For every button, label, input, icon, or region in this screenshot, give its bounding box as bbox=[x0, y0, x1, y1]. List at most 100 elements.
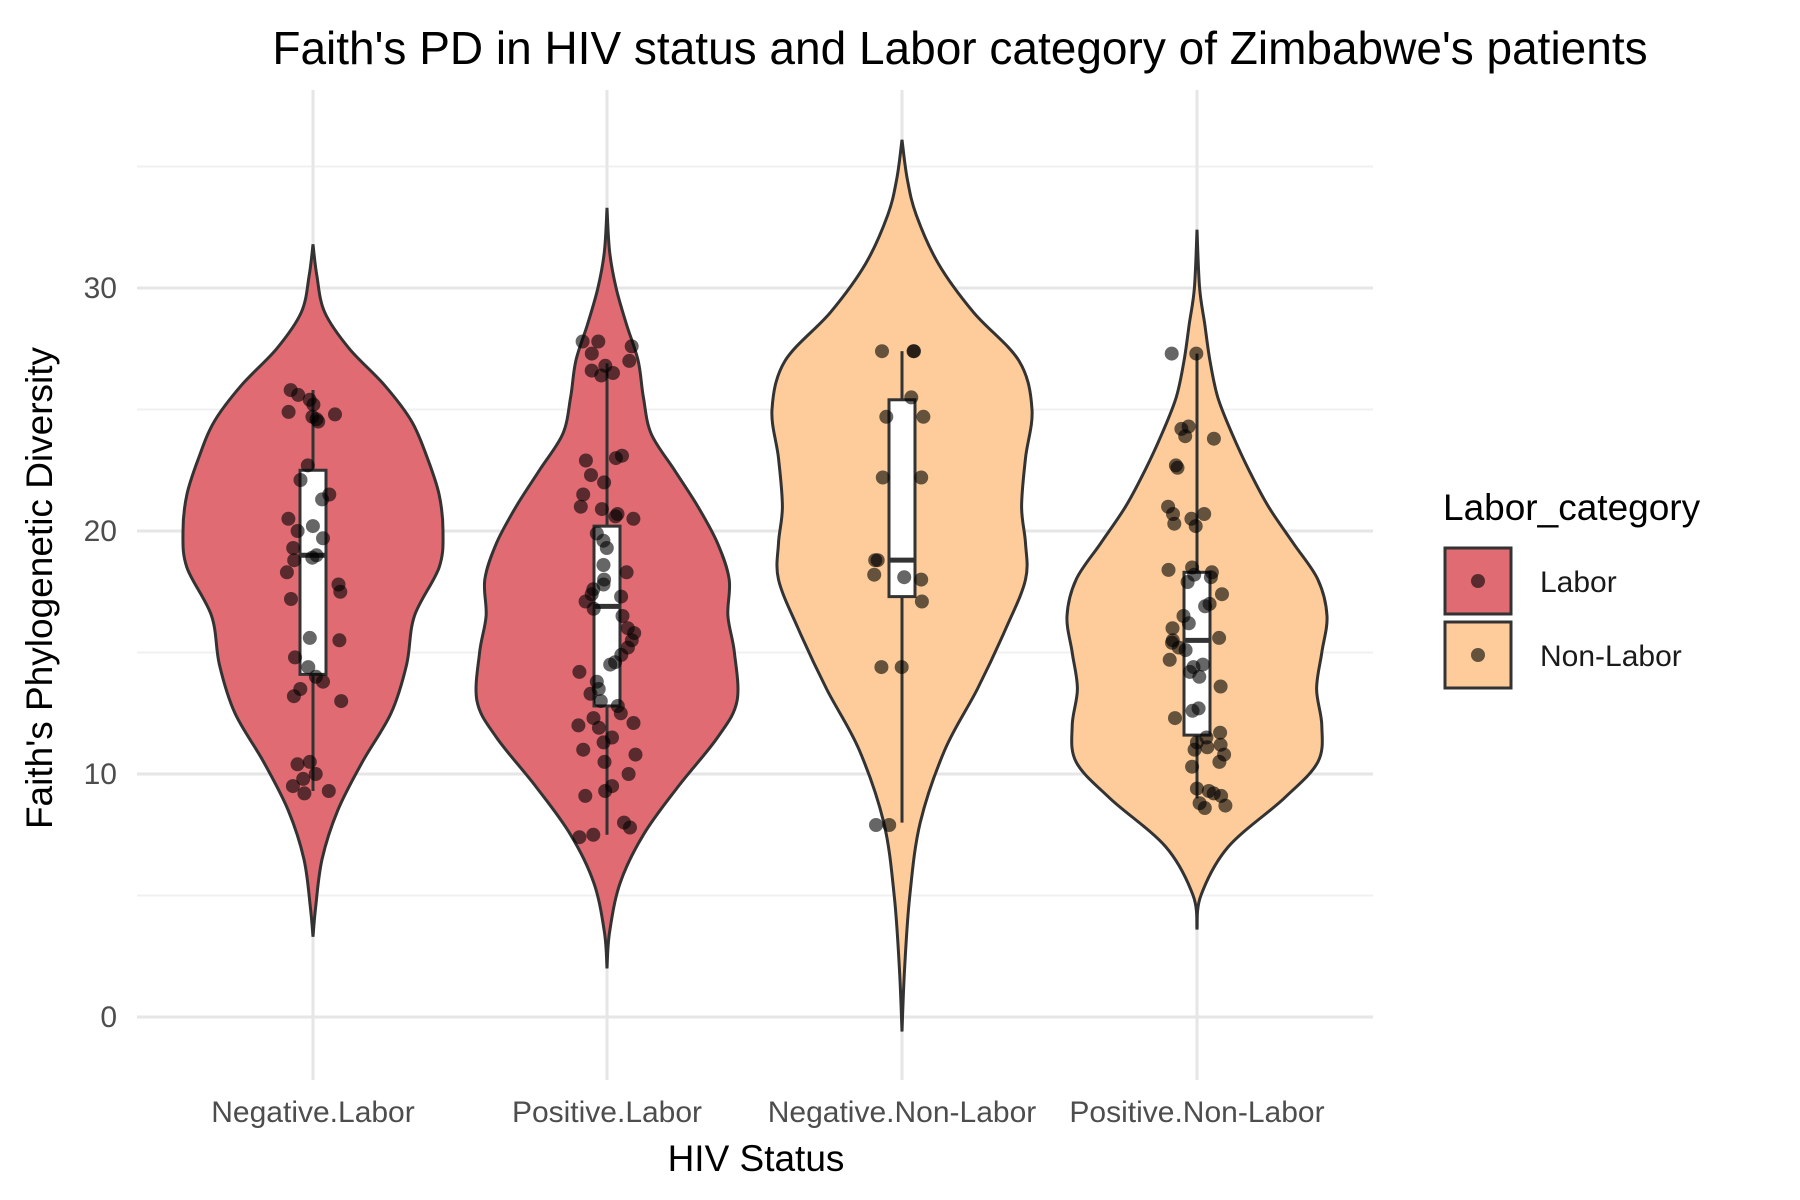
data-point bbox=[598, 784, 613, 798]
data-point bbox=[879, 409, 894, 424]
data-point bbox=[1181, 616, 1196, 631]
data-point bbox=[914, 572, 929, 587]
data-point bbox=[1185, 759, 1200, 774]
data-point bbox=[285, 779, 300, 794]
data-point bbox=[305, 519, 320, 534]
data-point bbox=[875, 470, 890, 485]
data-point bbox=[288, 650, 302, 665]
y-axis-title: Faith's Phylogenetic Diversity bbox=[19, 346, 60, 829]
data-point bbox=[572, 664, 587, 679]
data-point bbox=[1187, 742, 1202, 757]
data-point bbox=[1213, 725, 1228, 740]
data-point bbox=[576, 742, 591, 757]
data-point bbox=[583, 686, 598, 701]
data-point bbox=[1218, 798, 1233, 813]
data-point bbox=[584, 346, 599, 361]
data-point bbox=[1161, 562, 1176, 577]
violins bbox=[181, 139, 1329, 1032]
legend-label: Labor bbox=[1540, 566, 1617, 599]
chart-title: Faith's PD in HIV status and Labor categ… bbox=[272, 22, 1647, 74]
data-point bbox=[594, 368, 609, 383]
data-point bbox=[1167, 516, 1182, 531]
data-point bbox=[332, 633, 347, 648]
data-point bbox=[1212, 754, 1227, 769]
data-point bbox=[867, 567, 882, 582]
data-point bbox=[576, 487, 591, 502]
y-tick-label: 20 bbox=[84, 515, 117, 548]
legend: Labor_category Labor Non-Labor bbox=[1443, 487, 1701, 690]
data-point bbox=[1165, 621, 1180, 636]
data-point bbox=[586, 827, 601, 842]
data-point bbox=[578, 453, 593, 468]
data-point bbox=[894, 660, 909, 675]
y-axis-ticks: 0 10 20 30 bbox=[84, 272, 117, 1034]
data-point bbox=[591, 334, 606, 349]
data-point bbox=[578, 788, 593, 803]
data-point bbox=[591, 720, 606, 735]
data-point bbox=[286, 689, 301, 704]
data-point bbox=[628, 747, 643, 762]
data-point bbox=[293, 473, 308, 487]
data-point bbox=[302, 630, 317, 645]
legend-key-point bbox=[1471, 574, 1485, 588]
x-tick-label: Negative.Labor bbox=[211, 1096, 414, 1129]
data-point bbox=[586, 601, 601, 616]
data-point bbox=[291, 387, 306, 402]
data-point bbox=[599, 541, 614, 555]
data-point bbox=[603, 657, 618, 672]
data-point bbox=[608, 509, 623, 524]
data-point bbox=[597, 475, 612, 490]
data-point bbox=[626, 716, 641, 730]
data-point bbox=[1197, 801, 1212, 815]
data-point bbox=[306, 397, 321, 412]
data-point bbox=[916, 409, 931, 424]
data-point bbox=[614, 589, 629, 604]
data-point bbox=[1200, 740, 1215, 755]
data-point bbox=[321, 784, 336, 798]
data-point bbox=[279, 565, 294, 580]
data-point bbox=[1213, 679, 1228, 694]
data-point bbox=[608, 451, 623, 466]
data-point bbox=[904, 390, 919, 405]
data-point bbox=[623, 820, 637, 835]
data-point bbox=[1185, 703, 1200, 718]
x-tick-label: Positive.Non-Labor bbox=[1069, 1096, 1324, 1129]
data-point bbox=[297, 786, 312, 801]
data-point bbox=[619, 565, 634, 580]
x-axis-ticks: Negative.Labor Positive.Labor Negative.Non… bbox=[211, 1096, 1324, 1129]
data-point bbox=[622, 353, 637, 368]
data-point bbox=[296, 771, 311, 786]
data-point bbox=[1162, 652, 1177, 667]
x-axis-title: HIV Status bbox=[668, 1138, 845, 1179]
data-point bbox=[1178, 429, 1193, 444]
data-point bbox=[305, 550, 320, 565]
data-point bbox=[1168, 711, 1182, 726]
data-point bbox=[606, 366, 620, 380]
jitter-points bbox=[279, 334, 1233, 845]
data-point bbox=[334, 694, 349, 709]
box-Negative.Non-Labor bbox=[887, 398, 917, 599]
x-tick-label: Negative.Non-Labor bbox=[768, 1096, 1037, 1129]
data-point bbox=[584, 468, 598, 483]
data-point bbox=[316, 674, 330, 689]
data-point bbox=[316, 531, 330, 546]
data-point bbox=[571, 718, 586, 733]
data-point bbox=[301, 660, 316, 675]
data-point bbox=[302, 754, 317, 769]
data-point bbox=[1206, 431, 1221, 446]
data-point bbox=[897, 570, 912, 585]
data-point bbox=[333, 584, 348, 599]
data-point bbox=[284, 592, 298, 606]
data-point bbox=[874, 660, 889, 675]
data-point bbox=[596, 735, 611, 750]
legend-title: Labor_category bbox=[1443, 487, 1701, 528]
data-point bbox=[869, 818, 883, 832]
data-point bbox=[281, 404, 296, 419]
y-tick-label: 10 bbox=[84, 758, 117, 791]
data-point bbox=[287, 553, 302, 568]
data-point bbox=[1212, 630, 1227, 645]
x-tick-label: Positive.Labor bbox=[512, 1096, 702, 1129]
data-point bbox=[626, 511, 641, 526]
data-point bbox=[870, 553, 885, 568]
